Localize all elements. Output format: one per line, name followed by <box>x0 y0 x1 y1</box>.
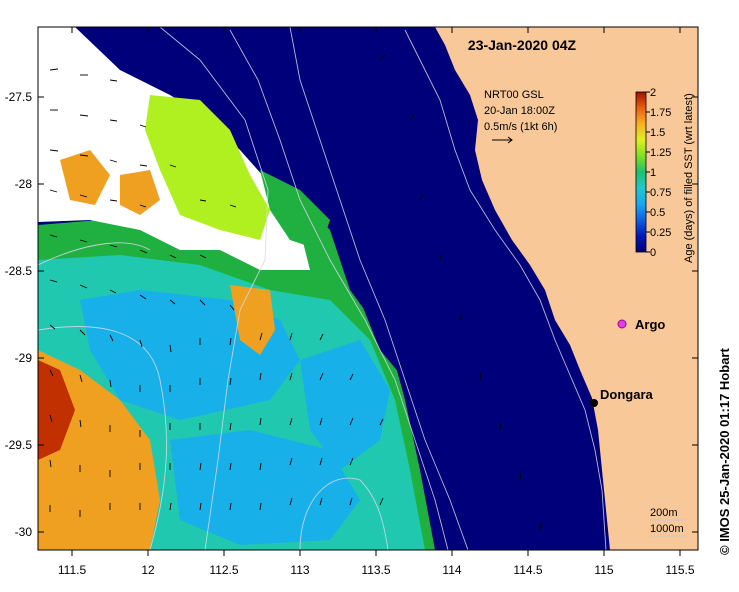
colorbar-tick-label: 0 <box>650 247 656 259</box>
argo-label: Argo <box>635 317 665 332</box>
x-axis: 111.5 12 112.5 113 113.5 114 114.5 115 115.5 <box>58 27 695 577</box>
argo-marker-icon <box>617 319 627 329</box>
x-tick-label: 111.5 <box>58 563 87 577</box>
colorbar-label: Age (days) of filled SST (wrt latest) <box>683 93 695 263</box>
current-scale-arrow-icon <box>492 136 513 144</box>
region-green-north <box>260 170 330 250</box>
x-tick-label: 115.5 <box>665 563 694 577</box>
plot-frame <box>37 26 699 551</box>
colorbar-tick-label: 1 <box>650 167 656 179</box>
colorbar-tick-label: 1.5 <box>650 127 665 139</box>
y-tick-label: -28 <box>15 177 33 191</box>
isobath-label-200m: 200m <box>650 507 678 519</box>
y-tick-label: -29.5 <box>5 438 33 452</box>
dongara-label: Dongara <box>600 387 654 402</box>
isobath-contours <box>38 27 607 550</box>
region-orange-north <box>60 150 110 205</box>
current-vectors <box>49 54 542 531</box>
colorbar-tick-label: 2 <box>650 87 656 99</box>
x-tick-label: 12 <box>141 563 155 577</box>
colorbar-tick-label: 0.5 <box>650 207 665 219</box>
x-tick-label: 115 <box>594 563 613 577</box>
y-axis: -27.5 -28 -28.5 -29 -29.5 -30 <box>5 90 698 539</box>
region-red-sw <box>38 360 75 460</box>
x-tick-label: 114 <box>442 563 461 577</box>
x-tick-label: 112.5 <box>209 563 238 577</box>
colorbar-tick-label: 0.25 <box>650 227 671 239</box>
current-legend-line1: NRT00 GSL <box>484 89 544 101</box>
dongara-marker-icon <box>590 399 598 407</box>
colorbar-tick-label: 1.25 <box>650 147 671 159</box>
colorbar-ticks: 2 1.75 1.5 1.25 1 0.75 0.5 0.25 0 <box>646 87 671 259</box>
current-legend: NRT00 GSL 20-Jan 18:00Z 0.5m/s (1kt 6h) <box>484 89 557 144</box>
argo-marker: Argo <box>617 317 665 332</box>
isobath-label-1000m: 1000m <box>650 523 684 535</box>
colorbar-tick-label: 0.75 <box>650 187 671 199</box>
colorbar: 2 1.75 1.5 1.25 1 0.75 0.5 0.25 0 Age (days) of … <box>635 87 695 263</box>
current-legend-line3: 0.5m/s (1kt 6h) <box>484 121 557 133</box>
isobath-legend: 200m 1000m <box>650 507 686 537</box>
y-tick-label: -30 <box>15 525 33 539</box>
current-legend-line2: 20-Jan 18:00Z <box>484 105 555 117</box>
region-orange-patch <box>230 285 275 355</box>
land <box>435 27 698 550</box>
colorbar-tick-label: 1.75 <box>650 107 671 119</box>
x-tick-label: 113.5 <box>361 563 390 577</box>
region-cyan-3 <box>170 430 360 545</box>
date-label: 23-Jan-2020 04Z <box>468 37 577 53</box>
y-tick-label: -28.5 <box>5 264 33 278</box>
credit-text: © IMOS 25-Jan-2020 01:17 Hobart <box>717 348 732 555</box>
x-tick-label: 114.5 <box>513 563 542 577</box>
region-deep-notch <box>360 300 415 380</box>
y-tick-label: -27.5 <box>5 90 33 104</box>
dongara-marker: Dongara <box>590 387 654 407</box>
colorbar-ramp <box>635 91 647 253</box>
region-orange-north-2 <box>120 170 160 215</box>
region-cyan-2 <box>300 340 390 470</box>
y-tick-label: -29 <box>15 351 33 365</box>
x-tick-label: 113 <box>290 563 309 577</box>
region-lime <box>145 95 270 240</box>
